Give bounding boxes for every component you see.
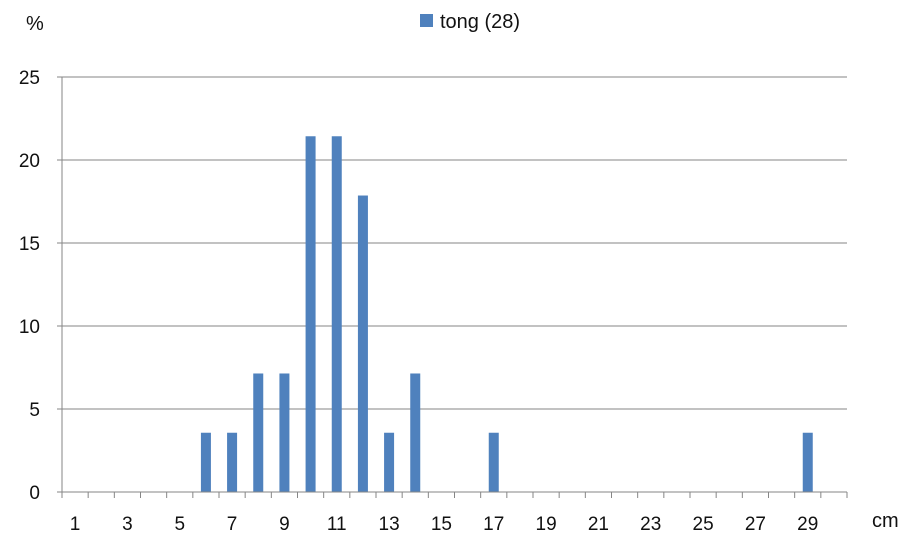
bar <box>200 432 211 492</box>
bar <box>802 432 813 492</box>
bar <box>305 136 316 492</box>
x-tick-label: 19 <box>536 514 557 535</box>
bar <box>384 432 395 492</box>
bar <box>253 373 264 492</box>
bar <box>331 136 342 492</box>
bar <box>410 373 421 492</box>
y-tick-label: 20 <box>19 151 40 172</box>
bar <box>357 195 368 492</box>
x-tick-labels: 1 3 5 7 9 11 13 15 17 19 21 23 25 27 29 <box>70 514 819 535</box>
axes <box>57 76 848 498</box>
x-tick-label: 7 <box>227 514 238 535</box>
x-axis-label: cm <box>872 510 899 532</box>
bar <box>279 373 290 492</box>
y-axis-label: % <box>26 13 44 35</box>
bar <box>488 432 499 492</box>
x-tick-label: 11 <box>327 514 347 535</box>
bar <box>227 432 238 492</box>
x-tick-label: 23 <box>640 514 661 535</box>
x-tick-label: 25 <box>693 514 714 535</box>
y-tick-label: 15 <box>19 234 40 255</box>
x-tick-label: 5 <box>174 514 185 535</box>
legend-label: tong (28) <box>440 11 520 33</box>
gridlines <box>62 76 847 410</box>
legend: tong (28) <box>420 11 520 33</box>
x-tick-label: 3 <box>122 514 133 535</box>
x-tick-label: 17 <box>483 514 504 535</box>
x-tick-label: 21 <box>588 514 609 535</box>
x-tick-label: 13 <box>379 514 400 535</box>
x-tick-label: 9 <box>279 514 290 535</box>
y-tick-label: 5 <box>29 400 40 421</box>
x-tick-label: 29 <box>797 514 818 535</box>
x-tick-label: 1 <box>70 514 81 535</box>
legend-swatch <box>420 14 433 27</box>
y-tick-label: 0 <box>29 483 40 504</box>
y-tick-label: 10 <box>19 317 40 338</box>
y-tick-labels: 0 5 10 15 20 25 <box>19 68 40 504</box>
y-tick-label: 25 <box>19 68 40 89</box>
x-tick-label: 15 <box>431 514 452 535</box>
x-tick-label: 27 <box>745 514 766 535</box>
bars <box>200 136 813 492</box>
